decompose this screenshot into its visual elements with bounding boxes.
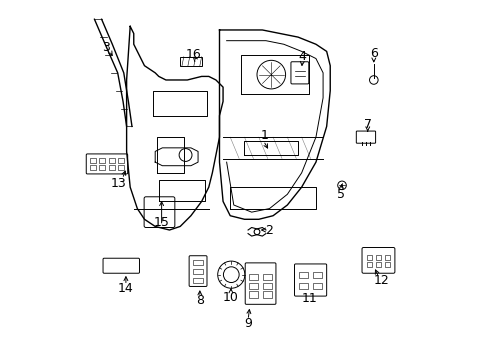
FancyBboxPatch shape (361, 248, 394, 273)
FancyBboxPatch shape (103, 258, 139, 273)
FancyBboxPatch shape (290, 62, 308, 84)
Text: 16: 16 (185, 48, 201, 61)
Bar (118, 158, 124, 163)
Text: 7: 7 (363, 118, 371, 131)
Text: 13: 13 (111, 177, 126, 190)
Bar (180, 57, 201, 66)
Text: 2: 2 (265, 224, 273, 237)
Text: 15: 15 (153, 216, 169, 229)
Bar (90, 165, 95, 170)
Bar (109, 165, 114, 170)
Bar (299, 283, 307, 289)
FancyBboxPatch shape (86, 154, 127, 174)
Bar (248, 274, 257, 280)
Bar (263, 283, 271, 289)
Bar (248, 292, 257, 298)
Bar (118, 165, 124, 170)
Bar (90, 158, 95, 163)
Bar (375, 262, 381, 267)
Text: 6: 6 (369, 47, 377, 60)
Bar (192, 260, 203, 265)
Bar (99, 165, 105, 170)
Circle shape (369, 76, 377, 84)
Bar (299, 272, 307, 278)
Text: 14: 14 (118, 283, 134, 296)
Text: 9: 9 (244, 317, 251, 330)
Bar (366, 255, 372, 260)
FancyBboxPatch shape (244, 263, 275, 304)
Circle shape (217, 261, 244, 288)
Text: 3: 3 (102, 41, 110, 54)
Bar (99, 158, 105, 163)
Bar (263, 274, 271, 280)
Bar (384, 262, 389, 267)
Text: 8: 8 (196, 294, 203, 307)
FancyBboxPatch shape (294, 264, 326, 296)
Bar (109, 158, 114, 163)
Bar (248, 283, 257, 289)
Text: 12: 12 (373, 274, 388, 287)
Bar (192, 278, 203, 283)
Text: 4: 4 (298, 50, 305, 63)
Text: 10: 10 (223, 291, 238, 304)
Bar (366, 262, 372, 267)
Circle shape (223, 267, 239, 283)
Text: 5: 5 (336, 188, 344, 201)
Bar (384, 255, 389, 260)
FancyBboxPatch shape (144, 197, 175, 228)
FancyBboxPatch shape (189, 256, 206, 287)
Circle shape (337, 181, 346, 190)
Text: 11: 11 (301, 292, 317, 305)
Bar (375, 255, 381, 260)
Bar (192, 269, 203, 274)
Bar (313, 272, 322, 278)
Bar (313, 283, 322, 289)
Text: 1: 1 (260, 129, 267, 142)
FancyBboxPatch shape (356, 131, 375, 143)
Bar (263, 292, 271, 298)
